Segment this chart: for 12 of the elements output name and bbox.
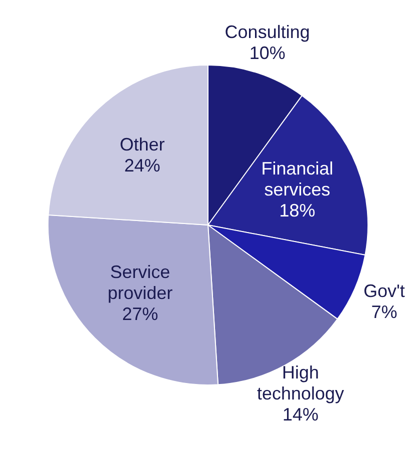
slice-label: Consulting <box>224 22 310 42</box>
slice-label: Financial services <box>261 158 334 200</box>
data-label: 10% <box>249 42 286 63</box>
data-label: 7% <box>371 302 398 322</box>
data-label: 18% <box>279 200 316 221</box>
slice-label: High technology <box>256 362 344 404</box>
slice-label: Service provider <box>108 262 173 303</box>
data-label: 14% <box>282 404 319 424</box>
slice-label: Other <box>120 134 165 155</box>
slice-label: Gov't <box>363 280 405 301</box>
data-label: 24% <box>124 156 160 176</box>
data-label: 27% <box>122 304 158 324</box>
